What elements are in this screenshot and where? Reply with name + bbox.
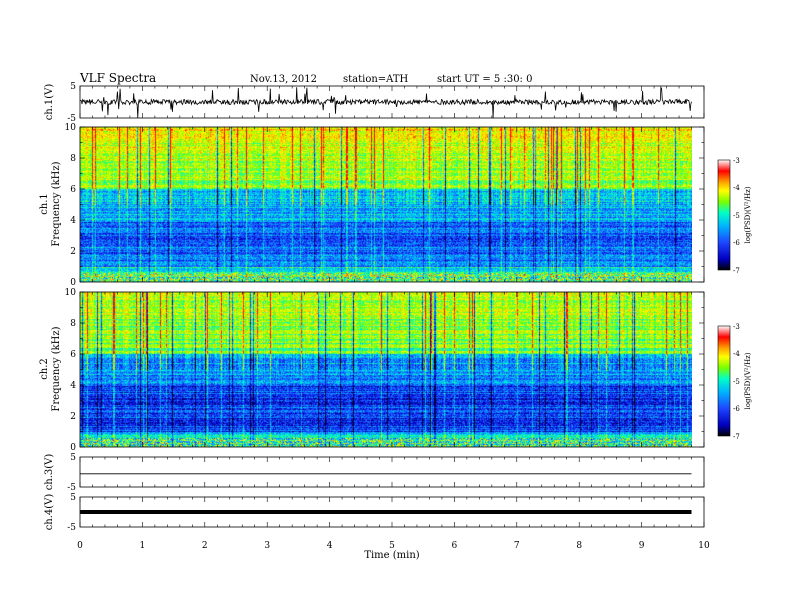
ch1-spectrogram-raster <box>80 127 692 282</box>
ch2-spectrogram-image <box>80 292 692 447</box>
ch1-freq-tick-2: 2 <box>70 247 76 257</box>
ch4-waveform-ylabel: ch.4(V) <box>44 494 55 531</box>
ch4-ytick-top: 5 <box>70 493 76 503</box>
x-tick-labels: 0 1 2 3 4 5 6 7 8 9 10 <box>77 541 710 551</box>
ch2-channel-label: ch.2 <box>39 358 50 380</box>
ch1-colorbar: -3 -4 -5 -6 -7 log(PSD)(V²/Hz) <box>717 157 752 275</box>
ch1-freq-tick-6: 6 <box>70 185 76 195</box>
station-label: station=ATH <box>343 74 409 85</box>
ch2-freq-tick-2: 2 <box>70 412 76 422</box>
ch2-colorbar-label: log(PSD)(V²/Hz) <box>744 352 752 409</box>
ch1-waveform-trace <box>79 85 692 119</box>
ch1-cb-tick--7: -7 <box>733 267 740 275</box>
x-tick-9: 9 <box>639 541 645 551</box>
x-tick-8: 8 <box>576 541 582 551</box>
ch2-freq-tick-4: 4 <box>70 381 76 391</box>
ch2-freq-tick-0: 0 <box>70 443 76 453</box>
y-axis-labels: ch.1(V) ch.1 Frequency (kHz) ch.2 Freque… <box>39 84 62 531</box>
x-tick-6: 6 <box>452 541 458 551</box>
x-tick-2: 2 <box>202 541 208 551</box>
ch2-freq-tick-8: 8 <box>70 319 76 329</box>
start-time-label: start UT = 5 :30: 0 <box>437 74 532 85</box>
ch2-freq-tick-10: 10 <box>65 288 77 298</box>
ch1-colorbar-ticks: -3 -4 -5 -6 -7 <box>733 157 740 275</box>
x-tick-10: 10 <box>698 541 710 551</box>
ch1-ytick-bottom: -5 <box>67 114 76 124</box>
ch2-spectrogram-raster <box>80 292 692 447</box>
x-tick-1: 1 <box>140 541 146 551</box>
ch1-cb-tick--5: -5 <box>733 212 740 220</box>
x-tick-4: 4 <box>327 541 333 551</box>
ch2-frequency-label: Frequency (kHz) <box>51 326 62 411</box>
x-tick-0: 0 <box>77 541 83 551</box>
ch2-cb-tick--5: -5 <box>733 378 740 386</box>
ch2-colorbar-gradient <box>717 325 731 437</box>
y-tick-labels: 5 -5 0 2 4 6 8 10 0 2 4 6 8 10 5 -5 5 -5 <box>65 82 77 533</box>
ch1-freq-tick-4: 4 <box>70 216 76 226</box>
ch1-spectrogram-image <box>80 127 692 282</box>
x-axis-label: Time (min) <box>364 550 419 561</box>
ch1-cb-tick--6: -6 <box>733 239 740 247</box>
ch2-freq-tick-6: 6 <box>70 350 76 360</box>
ch4-ytick-bottom: -5 <box>67 523 76 533</box>
ch1-colorbar-gradient <box>717 159 731 271</box>
ch2-colorbar-ticks: -3 -4 -5 -6 -7 <box>733 323 740 441</box>
ch3-ytick-top: 5 <box>70 453 76 463</box>
ch1-colorbar-label: log(PSD)(V²/Hz) <box>744 186 752 243</box>
ch2-cb-tick--3: -3 <box>733 323 740 331</box>
ch1-freq-tick-0: 0 <box>70 278 76 288</box>
ch2-cb-tick--7: -7 <box>733 433 740 441</box>
x-tick-7: 7 <box>514 541 520 551</box>
ch1-frequency-label: Frequency (kHz) <box>51 161 62 246</box>
ch1-cb-tick--3: -3 <box>733 157 740 165</box>
ch1-cb-tick--4: -4 <box>733 184 740 192</box>
date-label: Nov.13, 2012 <box>250 74 317 85</box>
ch1-waveform-ylabel: ch.1(V) <box>44 84 55 121</box>
x-tick-5: 5 <box>389 541 395 551</box>
ch1-freq-tick-10: 10 <box>65 123 77 133</box>
x-tick-3: 3 <box>264 541 270 551</box>
ch2-colorbar: -3 -4 -5 -6 -7 log(PSD)(V²/Hz) <box>717 323 752 441</box>
ch3-ytick-bottom: -5 <box>67 483 76 493</box>
ch2-cb-tick--4: -4 <box>733 350 740 358</box>
ch1-ytick-top: 5 <box>70 82 76 92</box>
axis-ticks <box>79 86 705 527</box>
ch2-cb-tick--6: -6 <box>733 405 740 413</box>
ch1-channel-label: ch.1 <box>39 193 50 215</box>
ch3-waveform-ylabel: ch.3(V) <box>44 454 55 491</box>
figure-title: VLF Spectra <box>79 71 156 85</box>
ch1-freq-tick-8: 8 <box>70 154 76 164</box>
